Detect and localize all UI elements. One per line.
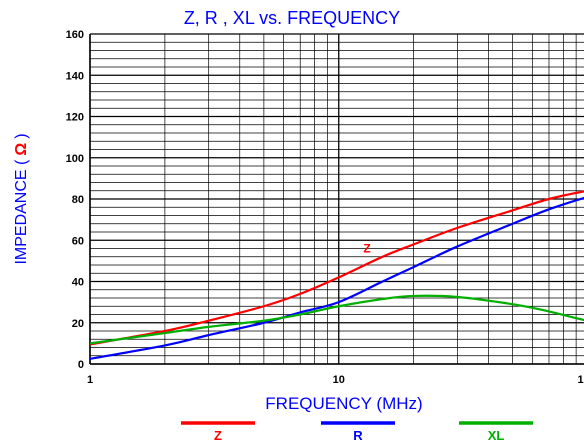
- y-axis-label-close: ): [13, 133, 30, 138]
- x-tick-label: 1: [87, 374, 93, 386]
- legend-label-xl: XL: [488, 428, 505, 442]
- ohm-symbol: Ω: [13, 143, 30, 156]
- chart-title: Z, R , XL vs. FREQUENCY: [184, 8, 400, 28]
- annotations: ZRX: [363, 242, 370, 256]
- annotation-label: Z: [363, 242, 370, 256]
- series-group: [90, 190, 584, 360]
- y-tick-label: 160: [66, 29, 84, 41]
- grid: [89, 33, 584, 365]
- series-line-z: [90, 190, 584, 346]
- y-tick-label: 40: [72, 277, 84, 289]
- y-tick-label: 120: [66, 112, 84, 124]
- tick-labels: 020406080100120140160110100100010: [66, 29, 584, 386]
- legend-label-r: R: [353, 428, 363, 442]
- y-tick-label: 140: [66, 70, 84, 82]
- y-tick-label: 100: [66, 153, 84, 165]
- series-line-xl: [90, 294, 584, 345]
- y-tick-label: 0: [78, 359, 84, 371]
- x-tick-label: 100: [578, 374, 584, 386]
- y-axis-label: IMPEDANCE ( Ω): [13, 133, 30, 264]
- x-tick-label: 10: [333, 374, 345, 386]
- y-axis-label-text: IMPEDANCE (: [13, 159, 30, 265]
- legend: Z R XL: [181, 421, 533, 443]
- legend-label-z: Z: [214, 428, 222, 442]
- y-tick-label: 80: [72, 194, 84, 206]
- y-tick-label: 60: [72, 235, 84, 247]
- y-tick-label: 20: [72, 318, 84, 330]
- x-axis-label: FREQUENCY (MHz): [265, 394, 422, 413]
- series-line-r: [90, 196, 584, 360]
